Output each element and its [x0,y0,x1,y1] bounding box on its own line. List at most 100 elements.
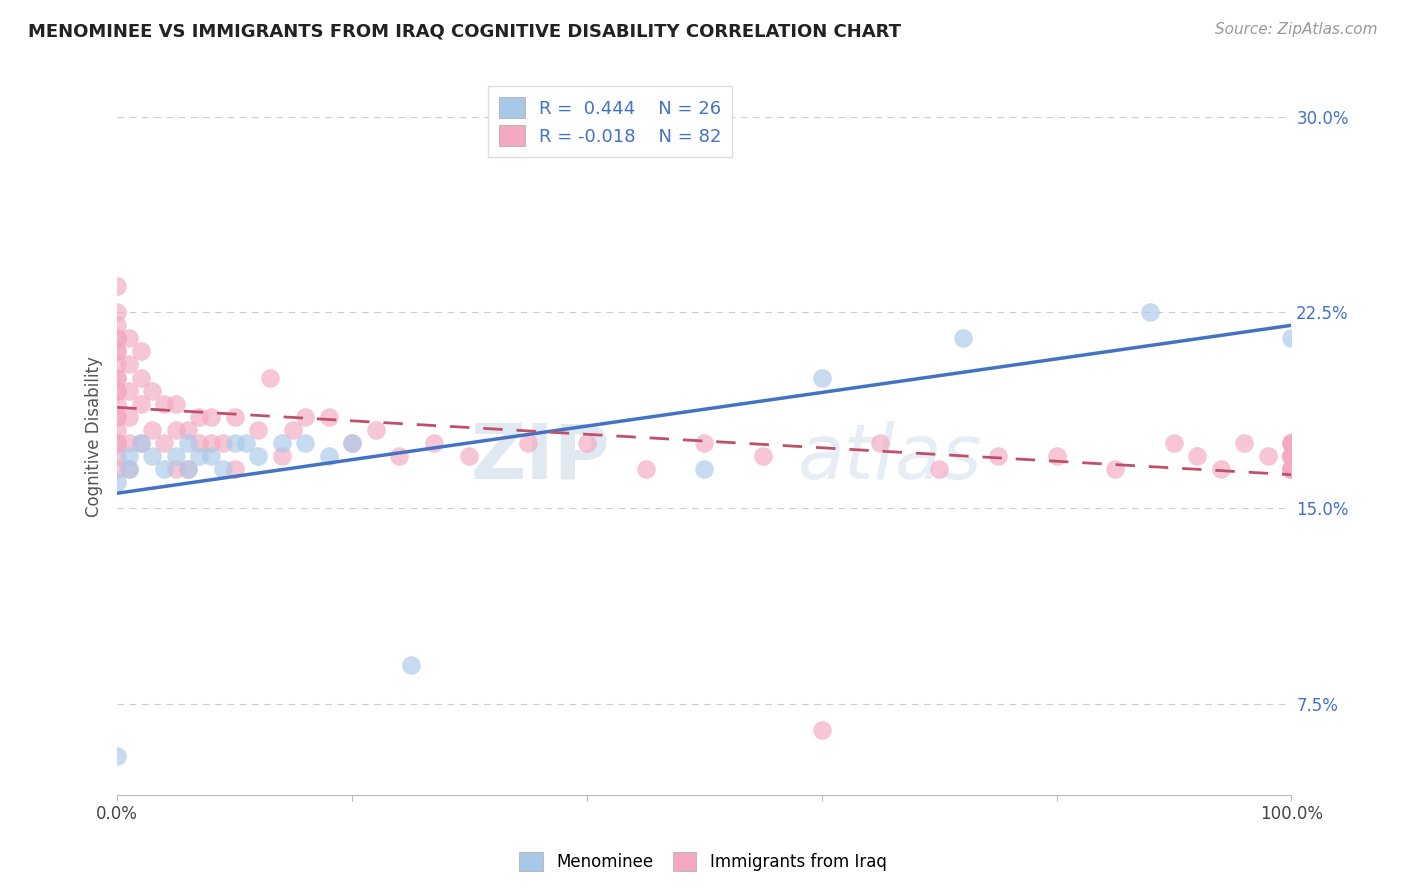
Point [153,462,176,476]
Point [141,449,163,463]
Point [200,409,222,424]
Point [118,462,141,476]
Point [270,435,292,450]
Point [318,409,340,424]
Point [105,344,128,359]
Point [165,397,187,411]
Point [1163,435,1185,450]
Point [1233,435,1256,450]
Point [105,370,128,384]
Point [118,331,141,345]
Legend: R =  0.444    N = 26, R = -0.018    N = 82: R = 0.444 N = 26, R = -0.018 N = 82 [488,87,733,157]
Point [129,344,152,359]
Point [176,462,198,476]
Point [105,475,128,489]
Point [810,370,832,384]
Point [1279,331,1302,345]
Point [259,370,281,384]
Point [810,723,832,737]
Y-axis label: Cognitive Disability: Cognitive Disability [86,356,103,516]
Point [247,423,270,437]
Point [105,423,128,437]
Point [105,462,128,476]
Point [235,435,257,450]
Point [105,384,128,398]
Point [118,435,141,450]
Point [1279,449,1302,463]
Point [165,462,187,476]
Point [693,435,716,450]
Point [188,409,211,424]
Point [165,449,187,463]
Point [224,435,246,450]
Point [224,462,246,476]
Point [340,435,363,450]
Point [987,449,1010,463]
Point [294,435,316,450]
Point [928,462,950,476]
Point [176,435,198,450]
Point [153,397,176,411]
Point [869,435,891,450]
Point [141,384,163,398]
Point [105,409,128,424]
Point [118,449,141,463]
Point [188,449,211,463]
Point [693,462,716,476]
Point [1279,462,1302,476]
Point [200,435,222,450]
Point [1139,305,1161,319]
Point [105,435,128,450]
Point [105,435,128,450]
Text: atlas: atlas [799,421,983,495]
Point [165,423,187,437]
Point [752,449,775,463]
Point [575,435,598,450]
Point [1187,449,1209,463]
Point [105,279,128,293]
Point [105,409,128,424]
Point [1279,462,1302,476]
Point [1209,462,1232,476]
Point [118,358,141,372]
Point [1104,462,1126,476]
Text: MENOMINEE VS IMMIGRANTS FROM IRAQ COGNITIVE DISABILITY CORRELATION CHART: MENOMINEE VS IMMIGRANTS FROM IRAQ COGNIT… [28,22,901,40]
Point [118,384,141,398]
Point [188,435,211,450]
Point [212,462,235,476]
Point [458,449,481,463]
Point [388,449,411,463]
Point [212,435,235,450]
Point [141,423,163,437]
Point [283,423,305,437]
Text: Source: ZipAtlas.com: Source: ZipAtlas.com [1215,22,1378,37]
Point [129,397,152,411]
Point [105,397,128,411]
Point [1279,462,1302,476]
Point [153,435,176,450]
Point [294,409,316,424]
Point [1279,449,1302,463]
Point [105,384,128,398]
Point [1257,449,1279,463]
Point [318,449,340,463]
Point [340,435,363,450]
Point [105,358,128,372]
Point [1279,435,1302,450]
Point [105,331,128,345]
Point [105,449,128,463]
Legend: Menominee, Immigrants from Iraq: Menominee, Immigrants from Iraq [510,843,896,880]
Point [105,305,128,319]
Point [129,435,152,450]
Point [952,331,974,345]
Point [399,657,422,672]
Point [129,435,152,450]
Point [105,331,128,345]
Point [224,409,246,424]
Point [1279,435,1302,450]
Text: ZIP: ZIP [471,421,610,495]
Point [247,449,270,463]
Point [105,344,128,359]
Point [364,423,387,437]
Point [129,370,152,384]
